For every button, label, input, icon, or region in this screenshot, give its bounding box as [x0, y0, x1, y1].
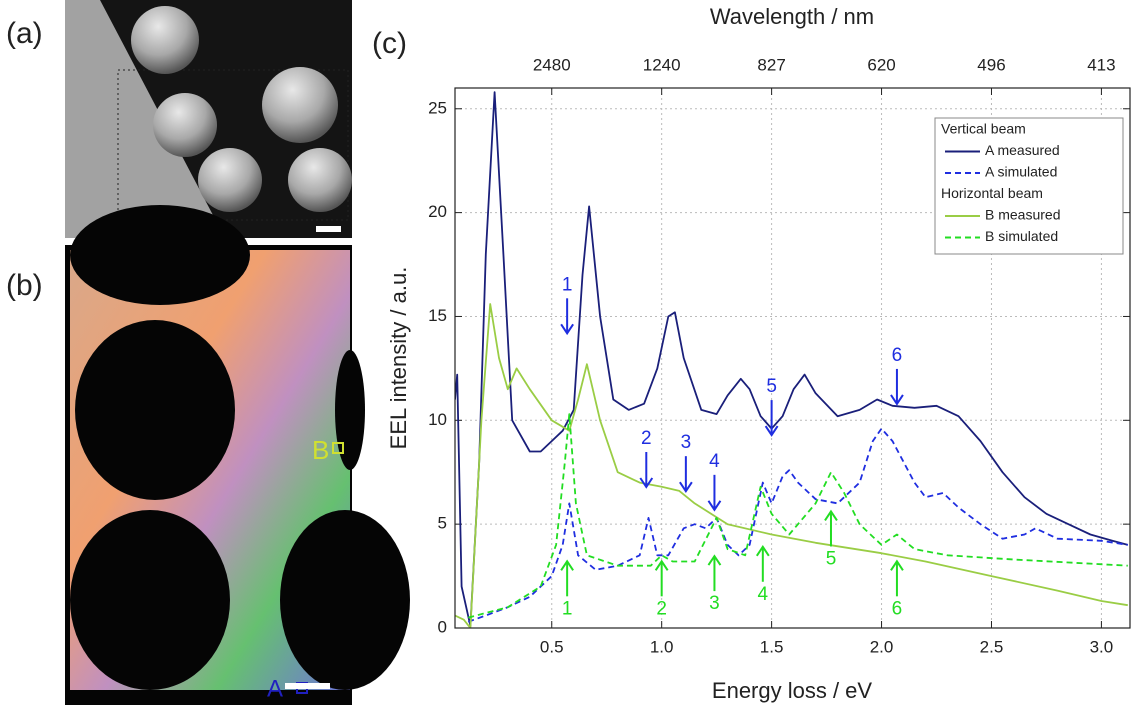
x2-tick-label: 2480: [533, 55, 571, 74]
series-line: [467, 427, 1128, 623]
annotation-arrowhead: [560, 323, 574, 336]
x2-tick-label: 620: [867, 55, 895, 74]
panel-label: (c): [372, 27, 407, 60]
x-tick-label: 2.0: [870, 637, 894, 656]
y-tick-label: 15: [428, 306, 447, 325]
annotation-arrowhead: [764, 425, 779, 437]
y-tick-label: 25: [428, 98, 447, 117]
y-axis-label: EEL intensity / a.u.: [386, 267, 411, 450]
legend-label: B measured: [985, 207, 1060, 223]
y-tick-label: 20: [428, 202, 447, 221]
x-axis-label: Energy loss / eV: [712, 678, 873, 703]
x-tick-label: 1.0: [650, 637, 674, 656]
panel-label: (a): [6, 17, 43, 50]
annotation-label: 3: [681, 432, 692, 453]
series-line: [455, 91, 1129, 627]
x-tick-label: 3.0: [1090, 637, 1114, 656]
annotation-arrowhead: [639, 477, 654, 489]
annotation-label: 1: [562, 598, 573, 619]
x2-tick-label: 413: [1087, 55, 1115, 74]
legend-group-title: Horizontal beam: [941, 185, 1043, 201]
x2-tick-label: 1240: [643, 55, 681, 74]
x-tick-label: 2.5: [980, 637, 1004, 656]
annotation-label: 6: [892, 598, 903, 619]
series-line: [467, 413, 1128, 619]
series-line: [455, 303, 1128, 628]
sem-image: [65, 0, 352, 238]
annotation-arrowhead: [654, 559, 669, 571]
annotation-label: 1: [562, 274, 573, 295]
annotation-arrowhead: [890, 559, 904, 571]
x2-tick-label: 496: [977, 55, 1005, 74]
annotation-arrowhead: [560, 559, 574, 571]
legend-label: A measured: [985, 142, 1060, 158]
y-tick-label: 0: [438, 617, 447, 636]
y-tick-label: 5: [438, 514, 447, 533]
x-tick-label: 1.5: [760, 637, 784, 656]
annotation-label: 5: [826, 548, 837, 569]
annotation-arrowhead: [679, 481, 693, 493]
x-tick-label: 0.5: [540, 637, 564, 656]
annotation-label: 2: [641, 428, 652, 449]
eels-map: [65, 205, 410, 705]
annotation-arrowhead: [707, 554, 722, 566]
legend-label: A simulated: [985, 164, 1057, 180]
panel-label: (b): [6, 269, 43, 302]
annotation-arrowhead: [755, 544, 770, 557]
legend-box: [934, 117, 1124, 255]
legend-group-title: Vertical beam: [941, 121, 1026, 137]
y-tick-label: 10: [428, 410, 447, 429]
annotation-label: 4: [709, 451, 720, 472]
annotation-label: 2: [656, 598, 667, 619]
series-group: [455, 91, 1129, 628]
x2-axis-label: Wavelength / nm: [710, 4, 874, 29]
annotation-label: 5: [766, 376, 777, 397]
annotation-label: 6: [892, 345, 903, 366]
position-marker: A: [267, 675, 283, 702]
annotation-arrowhead: [707, 500, 722, 512]
plot-frame: [454, 87, 1131, 629]
x2-tick-label: 827: [757, 55, 785, 74]
position-marker: B: [312, 435, 329, 465]
annotation-label: 4: [758, 584, 769, 605]
annotation-label: 3: [709, 593, 720, 614]
legend-label: B simulated: [985, 228, 1058, 244]
annotation-arrowhead: [824, 509, 838, 522]
annotation-arrowhead: [890, 394, 904, 406]
